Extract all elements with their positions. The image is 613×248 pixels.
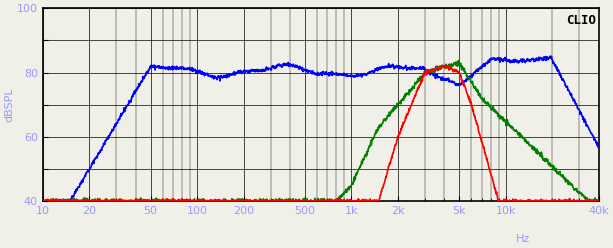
- Text: Hz: Hz: [516, 234, 531, 244]
- Y-axis label: dBSPL: dBSPL: [4, 88, 14, 122]
- Text: CLIO: CLIO: [566, 14, 596, 27]
